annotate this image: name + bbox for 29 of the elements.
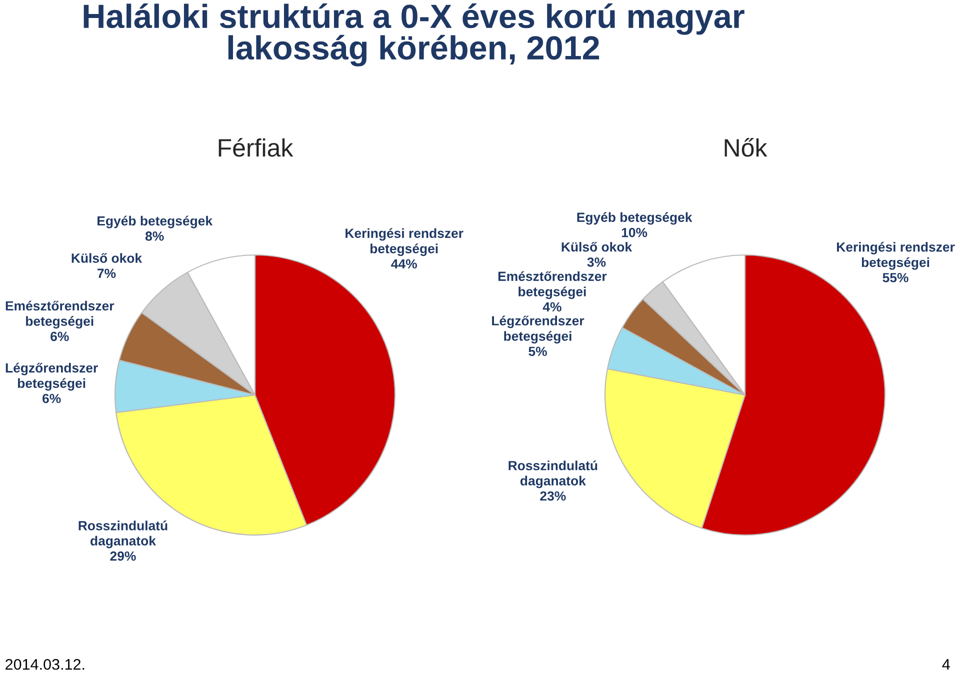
- data-label: 3%: [587, 257, 606, 267]
- data-label: 4%: [542, 302, 562, 312]
- slice-label: Légzőrendszer betegségei: [492, 316, 584, 344]
- slice-label: Külső okok: [562, 242, 632, 252]
- chart-title: Nők: [724, 138, 768, 157]
- slice-label: Rosszindulatú daganatok: [78, 520, 168, 548]
- slice-label: Keringési rendszer betegségei: [346, 228, 464, 256]
- slice-label: Légzőrendszer betegségei: [6, 362, 98, 391]
- data-label: 55%: [882, 272, 908, 282]
- data-label: 6%: [42, 394, 61, 404]
- slice-label: Emésztőrendszer betegségei: [6, 300, 114, 329]
- data-label: 5%: [528, 346, 547, 356]
- text: 4: [942, 659, 950, 670]
- data-label: 29%: [110, 551, 136, 561]
- slice-label: Keringési rendszer betegségei: [837, 242, 955, 270]
- data-label: 6%: [50, 332, 69, 342]
- slice-label: Külső okok: [72, 253, 142, 263]
- slice-label: Egyéb betegségek: [98, 216, 213, 228]
- data-label: 8%: [145, 231, 164, 241]
- text: 2014.03.12.: [6, 658, 84, 670]
- slice-label: Rosszindulatú daganatok: [508, 460, 598, 488]
- slice-label: Emésztőrendszer betegségei: [498, 271, 607, 299]
- chart-title: Férfiak: [218, 138, 294, 157]
- data-label: 23%: [540, 491, 566, 501]
- text: Haláloki struktúra a 0-X éves korú magyar lakosság körében, 2012: [84, 3, 744, 66]
- data-label: 44%: [391, 259, 417, 269]
- data-label: 10%: [622, 228, 648, 238]
- slice-label: Egyéb betegségek: [577, 212, 692, 225]
- data-label: 7%: [98, 268, 116, 278]
